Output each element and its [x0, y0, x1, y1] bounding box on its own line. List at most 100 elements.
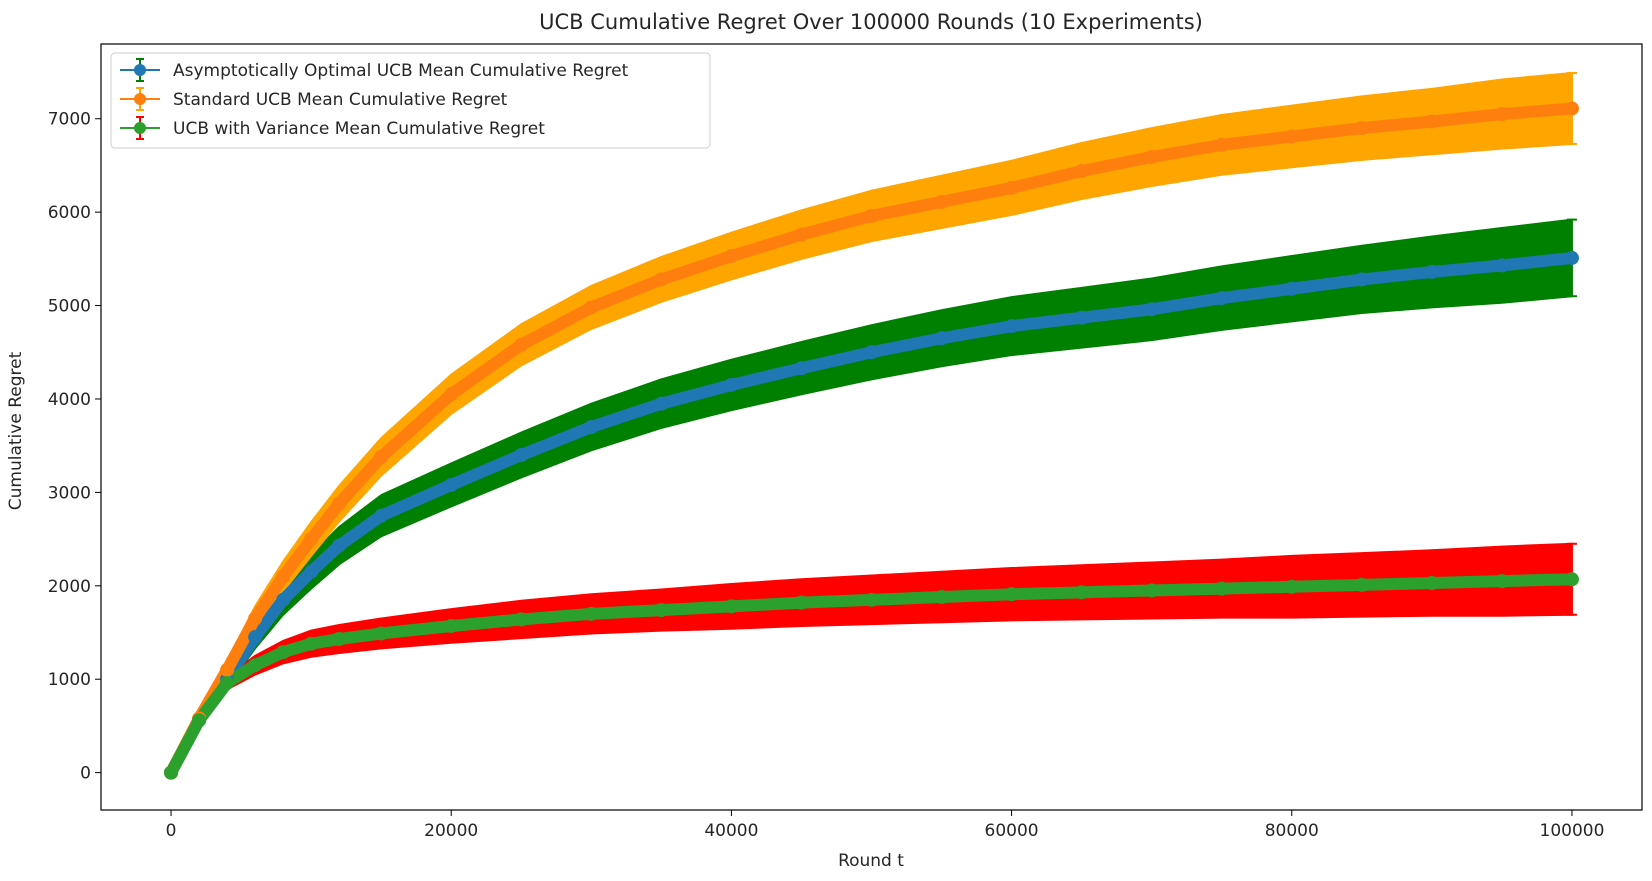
series-2-point	[1004, 180, 1019, 195]
series-1-point	[584, 420, 599, 434]
series-3-point	[220, 675, 235, 690]
series-3-point	[1424, 576, 1439, 591]
y-axis: 0 1000 2000 3000 4000 5000 6000 7000	[48, 110, 101, 784]
series-3-point	[1564, 572, 1579, 587]
series-2-point	[1494, 107, 1509, 122]
series-1-point	[1564, 250, 1579, 265]
series-2-point	[276, 569, 291, 584]
y-axis-label: Cumulative Regret	[6, 351, 26, 510]
series-3-point	[1284, 579, 1299, 594]
series-3-point	[1144, 583, 1159, 598]
series-2-point	[1354, 121, 1369, 136]
series-2-point	[654, 272, 669, 287]
series-2-point	[1564, 101, 1579, 116]
legend-marker	[134, 122, 146, 134]
series-2-point	[374, 449, 389, 464]
series-3-point	[724, 599, 739, 614]
series-1-point	[1424, 264, 1439, 279]
series-1-point	[1494, 258, 1509, 273]
series-2-point	[444, 387, 459, 402]
series-1-point	[1004, 319, 1019, 334]
series-3-point	[654, 603, 669, 618]
series-markers	[164, 101, 1579, 780]
series-3-point	[514, 612, 529, 627]
series-2-point	[220, 662, 235, 677]
legend-label: UCB with Variance Mean Cumulative Regret	[173, 119, 545, 139]
series-1-point	[444, 477, 459, 492]
x-tick-label: 100000	[1540, 821, 1605, 841]
series-2-point	[794, 227, 809, 242]
legend-box	[110, 52, 711, 149]
y-tick-label: 4000	[48, 390, 91, 410]
series-3-point	[276, 645, 291, 660]
series-1-point	[1284, 281, 1299, 296]
series-3-point	[1494, 574, 1509, 589]
y-tick-label: 7000	[48, 110, 91, 130]
series-1-point	[514, 448, 529, 463]
series-3-point	[864, 592, 879, 607]
y-tick-label: 2000	[48, 577, 91, 597]
legend-label: Asymptotically Optimal UCB Mean Cumulati…	[173, 61, 629, 81]
series-3-point	[164, 765, 179, 780]
series-2-point	[514, 337, 529, 352]
legend-marker	[134, 64, 146, 76]
series-2-point	[1424, 114, 1439, 129]
y-tick-label: 5000	[48, 297, 91, 317]
legend-item-2: Standard UCB Mean Cumulative Regret	[120, 87, 508, 111]
series-1-point	[724, 377, 739, 392]
y-tick-label: 1000	[48, 670, 91, 690]
x-tick-label: 80000	[1265, 821, 1319, 841]
series-1-point	[794, 361, 809, 376]
series-3-point	[192, 713, 207, 728]
series-3-point	[1354, 577, 1369, 592]
plot-frame	[100, 43, 1643, 811]
y-tick-label: 6000	[48, 203, 91, 223]
x-axis: 0 20000 40000 60000 80000 100000	[166, 810, 1605, 841]
series-3-point	[584, 606, 599, 621]
series-3-point	[304, 636, 319, 651]
series-2-point	[304, 532, 319, 547]
series-1-point	[864, 345, 879, 360]
series-1-point	[1074, 310, 1089, 325]
x-tick-label: 40000	[704, 821, 758, 841]
series-1-point	[332, 538, 347, 553]
x-tick-label: 0	[166, 821, 177, 841]
series-1-point	[1144, 302, 1159, 317]
series-3-point	[1214, 581, 1229, 596]
legend-marker	[134, 93, 146, 105]
y-tick-label: 3000	[48, 483, 91, 503]
series-2-point	[934, 194, 949, 209]
series-1-point	[1214, 291, 1229, 306]
series-3-point	[374, 626, 389, 641]
legend-item-3: UCB with Variance Mean Cumulative Regret	[120, 116, 545, 140]
series-1-point	[934, 331, 949, 346]
legend: Asymptotically Optimal UCB Mean Cumulati…	[110, 52, 711, 149]
series-1-point	[304, 564, 319, 579]
x-tick-label: 60000	[985, 821, 1039, 841]
series-1-point	[276, 592, 291, 607]
chart-title: UCB Cumulative Regret Over 100000 Rounds…	[539, 10, 1203, 34]
x-tick-label: 20000	[424, 821, 478, 841]
series-3-point	[794, 595, 809, 610]
x-axis-label: Round t	[838, 851, 904, 871]
series-3-point	[1074, 585, 1089, 600]
series-2-point	[584, 300, 599, 315]
series-3-point	[934, 590, 949, 605]
series-2-point	[1214, 137, 1229, 152]
series-1-error-band	[170, 218, 1573, 774]
series-3-point	[444, 618, 459, 633]
legend-item-1: Asymptotically Optimal UCB Mean Cumulati…	[120, 58, 629, 82]
series-1-point	[1354, 272, 1369, 287]
series-2-error-band	[170, 71, 1573, 774]
series-2-point	[1074, 164, 1089, 179]
series-2-point	[864, 208, 879, 223]
series-2-point	[1284, 129, 1299, 144]
error-bands	[170, 71, 1577, 774]
series-3-point	[1004, 587, 1019, 602]
series-2-point	[332, 496, 347, 511]
series-3-point	[248, 658, 263, 673]
series-1-point	[248, 630, 263, 645]
series-2-point	[724, 249, 739, 264]
series-2-point	[1144, 150, 1159, 165]
